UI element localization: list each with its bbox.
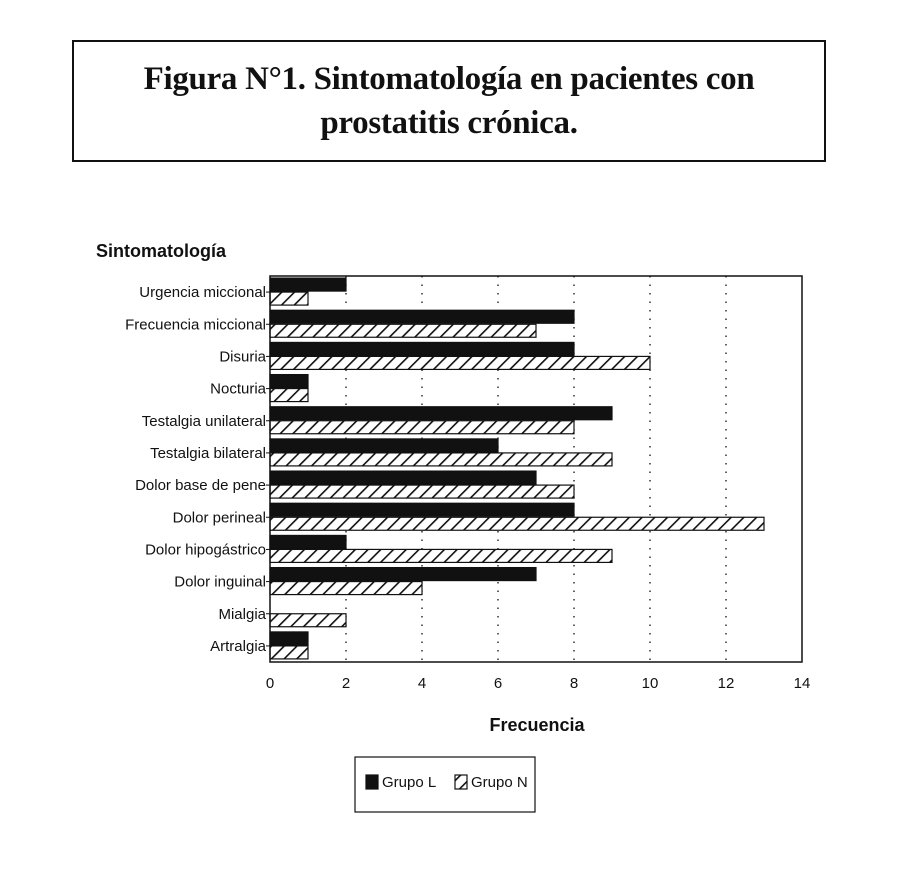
bar-grupo-l bbox=[269, 470, 537, 485]
category-label: Testalgia bilateral bbox=[150, 445, 266, 462]
x-axis-title: Frecuencia bbox=[489, 715, 585, 735]
bar-grupo-l bbox=[269, 406, 613, 421]
category-label: Dolor hipogástrico bbox=[145, 541, 266, 558]
bar-grupo-n bbox=[269, 323, 537, 338]
legend: Grupo L Grupo N bbox=[354, 756, 536, 813]
bar-grupo-l bbox=[269, 534, 347, 550]
bar-grupo-n bbox=[269, 452, 613, 467]
bar-grupo-n bbox=[269, 387, 309, 403]
bar-grupo-n bbox=[269, 580, 423, 596]
bar-grupo-n bbox=[269, 420, 575, 435]
x-tick-label: 6 bbox=[494, 675, 502, 692]
bar-grupo-n bbox=[269, 613, 347, 628]
legend-label: Grupo N bbox=[471, 774, 528, 791]
bar-grupo-l bbox=[269, 309, 575, 324]
bar-grupo-n bbox=[269, 516, 765, 531]
category-label: Disuria bbox=[219, 348, 266, 365]
bar-grupo-n bbox=[269, 355, 651, 371]
x-tick-label: 0 bbox=[266, 675, 274, 692]
x-tick-label: 12 bbox=[718, 675, 735, 692]
category-label: Dolor inguinal bbox=[174, 574, 266, 591]
bar-grupo-n bbox=[269, 291, 309, 306]
bar-grupo-n bbox=[269, 484, 575, 499]
category-label: Mialgia bbox=[218, 606, 266, 623]
category-label: Nocturia bbox=[210, 381, 267, 398]
x-tick-label: 14 bbox=[794, 675, 811, 692]
category-label: Frecuencia miccional bbox=[125, 316, 266, 333]
category-label: Dolor perineal bbox=[173, 509, 266, 526]
legend-swatch-grupo-n bbox=[454, 774, 468, 790]
x-tick-label: 8 bbox=[570, 675, 578, 692]
bars bbox=[269, 277, 765, 660]
bar-grupo-l bbox=[269, 502, 575, 517]
figure-title: Figura N°1. Sintomatología en pacientes … bbox=[143, 61, 755, 141]
category-label: Dolor base de pene bbox=[135, 477, 266, 494]
legend-label: Grupo L bbox=[382, 774, 436, 791]
bar-grupo-l bbox=[269, 631, 309, 646]
bar-grupo-l bbox=[269, 438, 499, 453]
legend-box bbox=[354, 756, 536, 813]
plot-frame bbox=[269, 275, 803, 663]
bar-grupo-l bbox=[269, 373, 309, 389]
y-axis-title: Sintomatología bbox=[96, 241, 227, 261]
category-labels: Urgencia miccional Frecuencia miccional Di… bbox=[125, 284, 270, 655]
bar-grupo-l bbox=[269, 341, 575, 357]
x-tick-label: 2 bbox=[342, 675, 350, 692]
category-label: Artralgia bbox=[210, 638, 267, 655]
bar-grupo-l bbox=[269, 277, 347, 292]
category-label: Testalgia unilateral bbox=[142, 413, 266, 430]
bar-grupo-l bbox=[269, 566, 537, 582]
bar-grupo-n bbox=[269, 645, 309, 660]
figure-title-box: Figura N°1. Sintomatología en pacientes … bbox=[72, 40, 826, 162]
legend-swatch-grupo-l bbox=[365, 774, 379, 790]
category-label: Urgencia miccional bbox=[139, 284, 266, 301]
bar-grupo-n bbox=[269, 548, 613, 564]
x-tick-label: 10 bbox=[642, 675, 659, 692]
x-tick-label: 4 bbox=[418, 675, 426, 692]
x-tick-labels: 0 2 4 6 8 10 12 14 bbox=[266, 675, 811, 692]
